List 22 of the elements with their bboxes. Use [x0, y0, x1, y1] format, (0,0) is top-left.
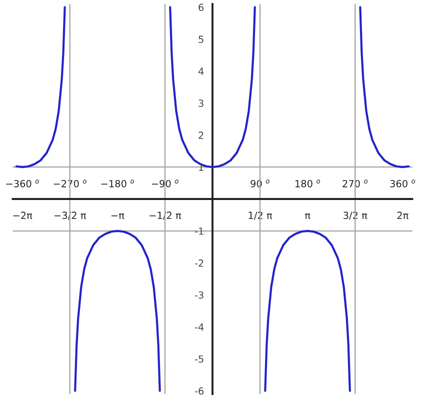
y-tick-label: 6 [198, 4, 204, 12]
x-tick-label: 2π [397, 212, 408, 220]
y-tick-label: -5 [194, 355, 204, 363]
y-tick-label: -1 [194, 228, 204, 235]
y-tick-label: 3 [198, 100, 204, 107]
y-tick-label: -6 [194, 387, 204, 395]
x-tick-label: π [305, 214, 310, 220]
y-tick-label: 2 [198, 132, 204, 139]
x-tick-label: −π [111, 214, 124, 220]
x2-tick-label: 270 $^{o}$ [342, 180, 368, 188]
y-tick-label: -4 [194, 323, 204, 331]
x-tick-label: −2π [13, 212, 32, 220]
y-tick-label: -3 [194, 291, 204, 299]
x2-tick-label: 180 $^{o}$ [296, 180, 320, 188]
y-tick-label: -2 [194, 259, 204, 267]
y-tick-label: 4 [198, 68, 204, 75]
x2-tick-label: −90 $^{o}$ [152, 180, 178, 188]
y-tick-label: 1 [199, 164, 204, 171]
x2-tick-label: −180 $^{o}$ [101, 180, 134, 188]
x2-tick-label: 360 $^{o}$ [390, 180, 416, 188]
y-tick-label: 5 [198, 36, 204, 43]
x2-tick-label: −360 $^{o}$ [6, 180, 39, 188]
